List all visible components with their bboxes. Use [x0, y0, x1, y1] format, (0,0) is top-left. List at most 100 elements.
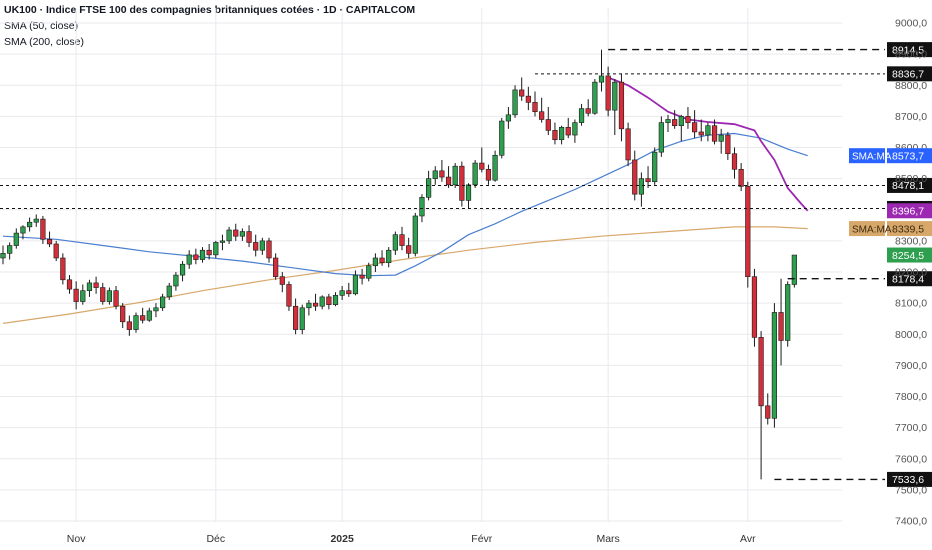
candle [26, 217, 33, 232]
candle-body [406, 245, 412, 254]
candle [292, 298, 299, 335]
candle-body [459, 165, 465, 201]
hline-price-tag [887, 471, 932, 487]
legend-sma200: SMA (200, close) [4, 36, 84, 48]
price-tag-label: 8396,7 [892, 206, 924, 218]
candle-body [485, 168, 492, 181]
candle-body [399, 234, 405, 246]
candle [106, 287, 112, 305]
candle [485, 164, 492, 185]
candle-body [199, 249, 206, 260]
candle-body [0, 253, 6, 259]
candle-body [66, 279, 73, 290]
candle-body [126, 321, 132, 330]
candle [406, 237, 412, 258]
candle [525, 86, 531, 111]
y-tick-label: 8900,0 [895, 49, 927, 61]
price-tag-label: 8254,5 [892, 250, 924, 262]
candle-body [46, 239, 53, 245]
candle-body [106, 290, 112, 302]
candle-body [226, 229, 232, 242]
candle-body [179, 263, 186, 276]
candle-body [758, 337, 764, 407]
candle [273, 253, 279, 280]
candle-body [379, 257, 385, 263]
ma-name-label: SMA:MA [852, 224, 892, 235]
candle-body [259, 240, 265, 251]
candle-body [539, 111, 545, 120]
candle [113, 286, 119, 310]
candle-body [266, 240, 272, 259]
candle-body [273, 257, 279, 277]
candle-body [672, 119, 678, 127]
candle [279, 272, 285, 293]
candle-body [73, 288, 79, 302]
candle-body [445, 176, 452, 186]
candle-body [425, 178, 432, 198]
y-tick-label: 7700,0 [895, 422, 927, 434]
candle [80, 284, 86, 305]
x-tick-label: Févr [471, 533, 493, 545]
candle-body [652, 151, 658, 183]
candle-body [146, 310, 152, 321]
candle [160, 293, 166, 311]
candle [738, 163, 744, 192]
candle-body [286, 284, 292, 307]
candle [432, 166, 438, 185]
price-axis[interactable]: 9000,08900,08800,08700,08600,08500,08400… [895, 18, 927, 528]
candle [452, 163, 458, 188]
candle [672, 110, 678, 129]
candle [612, 79, 618, 136]
candle-body [711, 125, 718, 142]
candle [60, 253, 66, 285]
candle-body [479, 162, 485, 170]
hline-price-label: 7533,6 [892, 474, 924, 486]
candle-body [791, 254, 797, 285]
candle [519, 77, 525, 101]
price-tag-label: 8339,5 [892, 223, 924, 235]
candle [206, 243, 212, 260]
candle [572, 119, 578, 143]
candle-body [339, 290, 345, 296]
candle [233, 223, 239, 241]
candle-body [306, 302, 312, 309]
candle [678, 114, 684, 142]
candle-body [80, 290, 86, 302]
hline-price-tag [887, 271, 932, 287]
candle-body [785, 284, 791, 341]
candle-body [658, 122, 664, 153]
candle-body [86, 282, 93, 291]
candle-body [53, 243, 59, 259]
y-tick-label: 8800,0 [895, 80, 927, 92]
ma-name-tag [849, 221, 885, 237]
candle-body [312, 302, 319, 307]
candle [100, 282, 106, 305]
candle [771, 303, 777, 428]
candle-body [120, 305, 126, 323]
candle [140, 307, 146, 324]
price-tag [887, 247, 932, 263]
candle [213, 240, 219, 258]
y-tick-label: 7600,0 [895, 453, 927, 465]
candle [578, 103, 585, 126]
candle [179, 261, 186, 282]
time-axis[interactable]: Nov Déc 2025 Févr Mars Avr [67, 533, 756, 545]
candle-body [745, 186, 751, 277]
candle-body [532, 102, 538, 113]
candle-body [160, 296, 166, 309]
candle-body [605, 75, 611, 111]
candle [259, 237, 265, 255]
y-tick-label: 7800,0 [895, 391, 927, 403]
candle-body [439, 170, 445, 178]
ma-name-tag [849, 148, 885, 164]
candle [133, 312, 139, 333]
candle [399, 226, 405, 251]
ma-name-label: SMA:MA [852, 151, 892, 162]
candle-body [319, 296, 325, 307]
candle-body [771, 312, 777, 419]
candle-body [592, 81, 598, 114]
candle [499, 117, 505, 159]
price-tag [887, 148, 932, 164]
candle-body [685, 116, 691, 123]
